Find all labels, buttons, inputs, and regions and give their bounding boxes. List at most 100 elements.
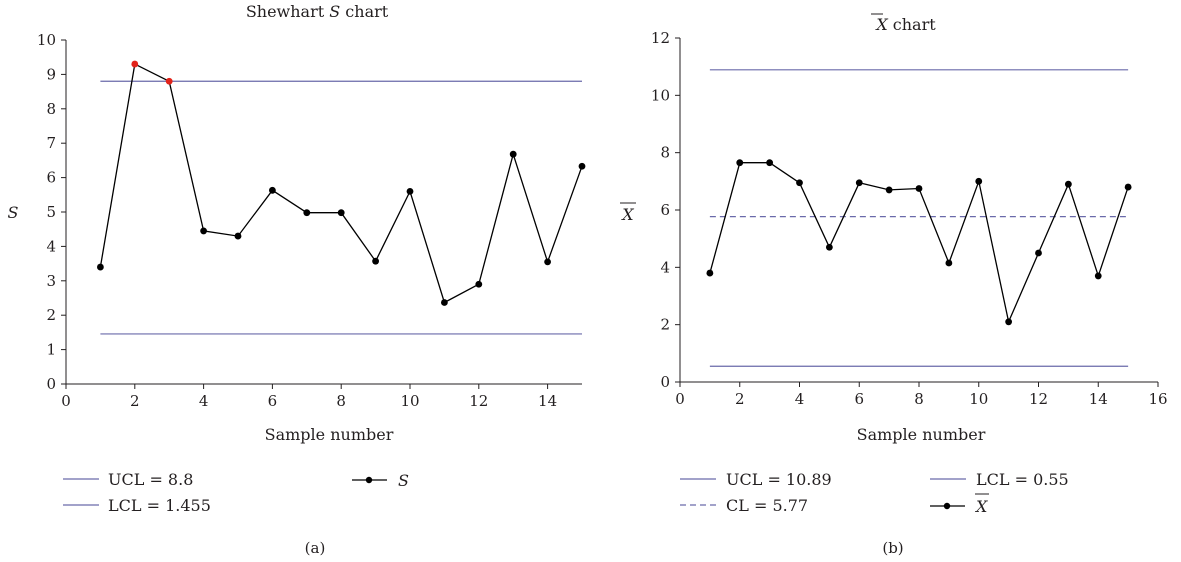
panel-b-x-ticks: 0 2 4 6 8 10 12 14 16	[675, 382, 1168, 408]
panel-b-series	[706, 159, 1132, 326]
a-y-tick-label: 4	[46, 237, 56, 255]
panel-a-axes	[65, 40, 582, 385]
legend-ucl-b-label: UCL = 10.89	[726, 470, 832, 489]
a-data-point	[234, 232, 242, 240]
panel-a-y-ticks: 0 1 2 3 4 5 6 7 8 9 10	[37, 31, 66, 393]
a-data-point	[544, 258, 551, 266]
a-y-tick-label: 0	[46, 375, 56, 393]
panel-b-y-ticks: 0 2 4 6 8 10 12	[651, 29, 680, 391]
b-y-tick-label: 12	[651, 29, 670, 47]
a-out-of-control-point	[165, 77, 173, 85]
b-data-point	[736, 159, 744, 167]
panel-b-title: X chart	[871, 13, 936, 34]
panel-b-title-suffix: chart	[888, 15, 937, 34]
b-data-point	[885, 186, 893, 194]
panel-a-chart: Shewhart S chart S Sample number 0 12 3 4 5 6…	[8, 2, 586, 557]
panel-b-y-axis-title: X	[620, 202, 636, 224]
b-data-point	[1064, 180, 1072, 188]
b-x-tick-label: 14	[1089, 390, 1108, 408]
a-y-tick-label: 2	[46, 306, 56, 324]
a-x-tick-label: 2	[130, 392, 140, 410]
legend-xbar-label: X	[974, 493, 989, 516]
a-x-tick-label: 4	[199, 392, 209, 410]
b-x-tick-label: 2	[735, 390, 745, 408]
panel-b-title-symbol: X	[874, 15, 888, 34]
a-data-point	[303, 209, 311, 217]
b-y-tick-label: 0	[660, 373, 670, 391]
a-data-point	[475, 280, 483, 288]
a-data-point	[578, 162, 586, 170]
panel-b-axes	[679, 38, 1158, 383]
b-x-tick-label: 8	[914, 390, 924, 408]
panel-a-label: (a)	[305, 539, 326, 557]
b-data-point	[766, 159, 774, 167]
b-data-point	[706, 269, 714, 277]
a-s-series-line	[99, 63, 583, 304]
a-data-point	[97, 263, 104, 271]
legend-lcl-b-label: LCL = 0.55	[976, 470, 1069, 489]
b-data-point	[1035, 249, 1042, 257]
a-x-tick-label: 6	[268, 392, 278, 410]
b-y-tick-label: 10	[651, 86, 670, 104]
legend-cl-b-label: CL = 5.77	[726, 496, 808, 515]
panel-a-limit-lines	[100, 80, 582, 335]
b-y-tick-label: 2	[660, 316, 670, 334]
a-data-point	[269, 186, 276, 194]
a-data-point	[337, 209, 345, 217]
b-x-tick-label: 10	[969, 390, 988, 408]
panel-a-title: Shewhart S chart	[246, 2, 389, 21]
b-data-point	[975, 177, 983, 185]
panel-b-label: (b)	[882, 539, 903, 557]
b-y-tick-label: 6	[660, 201, 670, 219]
svg-text:X: X	[974, 497, 988, 516]
panel-b-limit-lines	[709, 69, 1129, 367]
a-x-tick-label: 10	[400, 392, 419, 410]
a-data-point	[509, 150, 517, 158]
b-y-tick-label: 4	[660, 258, 670, 276]
b-x-tick-label: 0	[675, 390, 685, 408]
a-data-point	[200, 227, 208, 235]
panel-a-x-ticks: 0 2 4 6 8 10 12 14	[61, 384, 557, 410]
legend-s-marker	[365, 476, 373, 484]
b-data-point	[945, 259, 953, 267]
b-data-point	[825, 243, 833, 251]
legend-lcl-label: LCL = 1.455	[108, 496, 211, 515]
panel-b-legend: UCL = 10.89 LCL = 0.55 CL = 5.77 X	[680, 470, 1069, 516]
a-x-tick-label: 8	[336, 392, 346, 410]
a-data-point	[441, 299, 448, 306]
svg-text:X: X	[620, 205, 634, 224]
b-y-tick-label: 8	[660, 144, 670, 162]
b-data-point	[855, 179, 863, 187]
panel-b-x-axis-title: Sample number	[857, 425, 986, 444]
b-data-point	[1005, 318, 1013, 326]
a-y-tick-label: 10	[37, 31, 56, 49]
a-x-tick-label: 0	[61, 392, 71, 410]
b-data-point	[1124, 183, 1132, 191]
a-y-tick-label: 5	[46, 203, 56, 221]
legend-ucl-label: UCL = 8.8	[108, 470, 193, 489]
b-x-tick-label: 4	[795, 390, 805, 408]
legend-s-label: S	[398, 471, 409, 490]
a-y-tick-label: 6	[46, 169, 56, 187]
b-data-point	[915, 185, 923, 192]
a-y-tick-label: 7	[46, 134, 56, 152]
a-data-point	[372, 257, 379, 265]
a-y-tick-label: 9	[46, 65, 56, 83]
a-x-tick-label: 12	[469, 392, 488, 410]
a-y-tick-label: 3	[46, 272, 56, 290]
a-x-tick-label: 14	[538, 392, 557, 410]
b-data-point	[796, 179, 803, 187]
svg-text:X chart: X chart	[874, 15, 936, 34]
b-x-tick-label: 6	[854, 390, 864, 408]
a-out-of-control-point	[131, 60, 139, 68]
panel-a-y-axis-title: S	[8, 203, 19, 222]
b-data-point	[1094, 272, 1102, 280]
a-data-point	[406, 187, 414, 195]
panel-a-legend: UCL = 8.8 LCL = 1.455 S	[63, 470, 409, 515]
panel-a-x-axis-title: Sample number	[265, 425, 394, 444]
b-x-tick-label: 16	[1148, 390, 1167, 408]
panel-a-series	[97, 60, 586, 306]
b-x-tick-label: 12	[1029, 390, 1048, 408]
a-y-tick-label: 8	[46, 100, 56, 118]
